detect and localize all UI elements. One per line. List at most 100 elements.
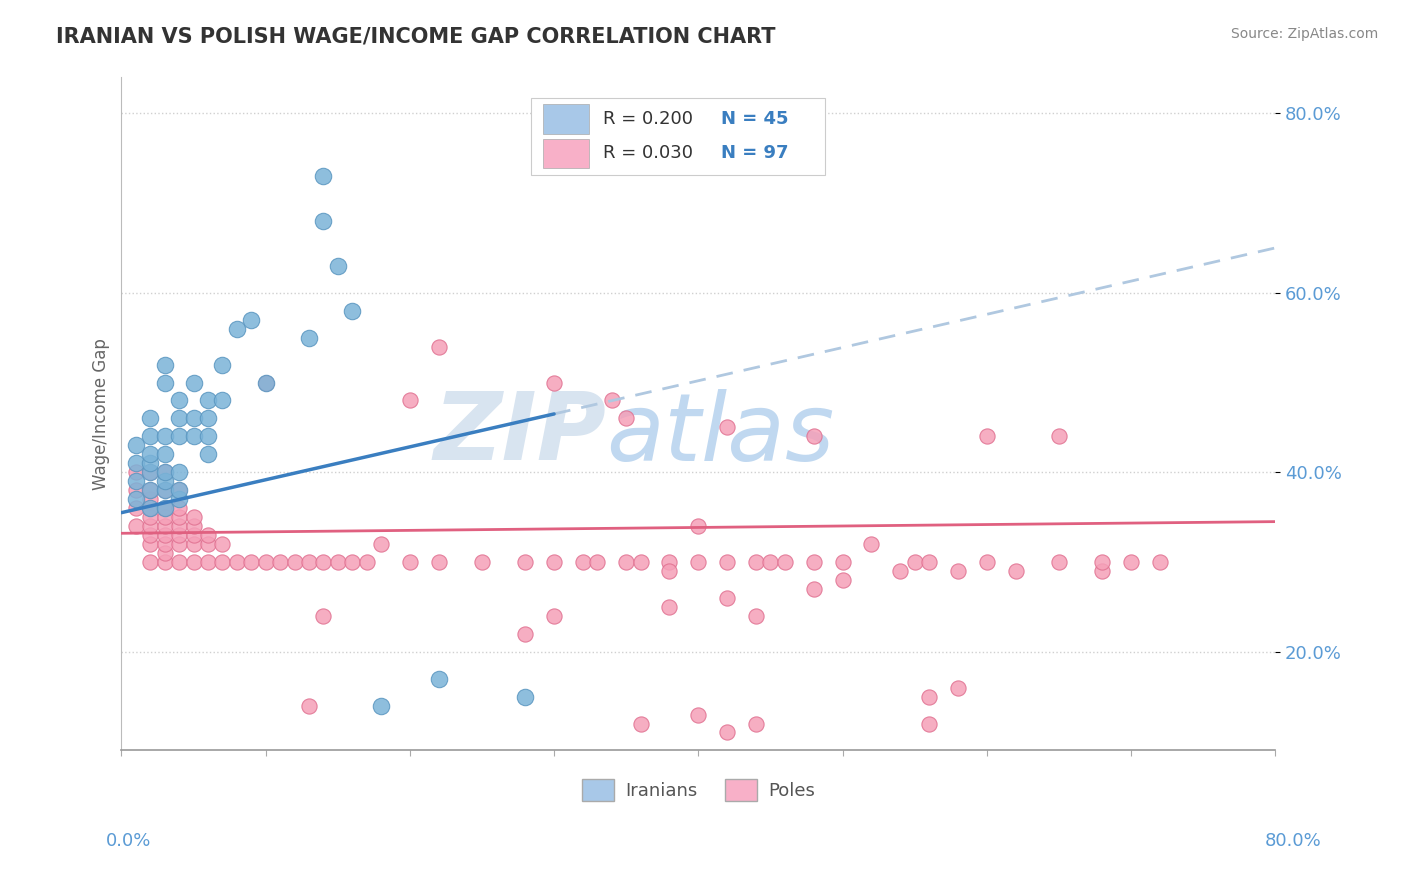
- Point: [831, 555, 853, 569]
- Point: [139, 429, 162, 443]
- Text: R = 0.030: R = 0.030: [603, 145, 693, 162]
- Point: [125, 456, 148, 470]
- Point: [183, 411, 205, 425]
- Point: [370, 537, 392, 551]
- Point: [125, 465, 148, 479]
- Point: [167, 501, 190, 516]
- Point: [658, 555, 681, 569]
- Point: [139, 492, 162, 507]
- Point: [167, 492, 190, 507]
- Point: [356, 555, 378, 569]
- Point: [946, 564, 969, 578]
- Point: [139, 555, 162, 569]
- Point: [167, 537, 190, 551]
- Point: [153, 429, 176, 443]
- Text: R = 0.200: R = 0.200: [603, 111, 693, 128]
- Point: [167, 519, 190, 533]
- Point: [716, 420, 738, 434]
- Point: [399, 555, 422, 569]
- Point: [153, 546, 176, 560]
- Text: Source: ZipAtlas.com: Source: ZipAtlas.com: [1230, 27, 1378, 41]
- Point: [688, 519, 710, 533]
- Point: [197, 537, 219, 551]
- Text: ZIP: ZIP: [433, 388, 606, 480]
- Point: [153, 483, 176, 498]
- Point: [139, 465, 162, 479]
- Point: [745, 555, 768, 569]
- Point: [630, 716, 652, 731]
- Point: [399, 393, 422, 408]
- Point: [976, 555, 998, 569]
- Point: [153, 447, 176, 461]
- Point: [269, 555, 291, 569]
- Point: [658, 564, 681, 578]
- Point: [240, 312, 263, 326]
- Point: [139, 456, 162, 470]
- Point: [211, 358, 233, 372]
- Point: [254, 376, 277, 390]
- Point: [183, 429, 205, 443]
- FancyBboxPatch shape: [543, 138, 589, 169]
- Point: [197, 393, 219, 408]
- Legend: Iranians, Poles: Iranians, Poles: [575, 772, 823, 809]
- FancyBboxPatch shape: [543, 104, 589, 134]
- Point: [1047, 429, 1070, 443]
- Point: [340, 303, 363, 318]
- Point: [946, 681, 969, 695]
- Point: [153, 528, 176, 542]
- Point: [139, 501, 162, 516]
- Point: [125, 475, 148, 489]
- FancyBboxPatch shape: [531, 97, 825, 175]
- Point: [658, 599, 681, 614]
- Point: [326, 259, 349, 273]
- Point: [153, 501, 176, 516]
- Point: [427, 340, 450, 354]
- Point: [630, 555, 652, 569]
- Point: [773, 555, 796, 569]
- Point: [543, 608, 565, 623]
- Point: [211, 393, 233, 408]
- Point: [139, 519, 162, 533]
- Point: [803, 582, 825, 596]
- Point: [125, 519, 148, 533]
- Point: [427, 672, 450, 686]
- Point: [312, 214, 335, 228]
- Point: [1004, 564, 1026, 578]
- Point: [370, 698, 392, 713]
- Point: [211, 555, 233, 569]
- Point: [225, 321, 247, 335]
- Point: [167, 483, 190, 498]
- Point: [125, 438, 148, 452]
- Point: [167, 528, 190, 542]
- Point: [197, 411, 219, 425]
- Point: [125, 501, 148, 516]
- Point: [889, 564, 911, 578]
- Point: [211, 537, 233, 551]
- Point: [600, 393, 623, 408]
- Point: [139, 501, 162, 516]
- Point: [153, 475, 176, 489]
- Point: [298, 331, 321, 345]
- Point: [543, 555, 565, 569]
- Point: [1047, 555, 1070, 569]
- Point: [153, 519, 176, 533]
- Point: [167, 429, 190, 443]
- Point: [139, 483, 162, 498]
- Point: [153, 376, 176, 390]
- Point: [283, 555, 305, 569]
- Point: [745, 716, 768, 731]
- Point: [688, 555, 710, 569]
- Point: [427, 555, 450, 569]
- Point: [340, 555, 363, 569]
- Point: [716, 555, 738, 569]
- Point: [153, 465, 176, 479]
- Point: [515, 555, 537, 569]
- Point: [139, 447, 162, 461]
- Point: [197, 528, 219, 542]
- Point: [139, 483, 162, 498]
- Point: [688, 707, 710, 722]
- Point: [139, 411, 162, 425]
- Point: [312, 169, 335, 183]
- Point: [153, 483, 176, 498]
- Point: [1091, 555, 1114, 569]
